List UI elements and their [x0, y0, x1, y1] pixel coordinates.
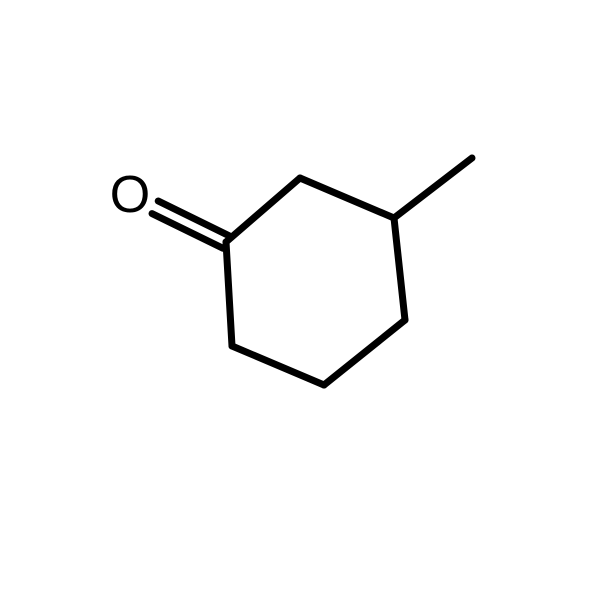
bond	[300, 178, 394, 218]
bond	[226, 178, 300, 242]
atom-label-o: O	[110, 166, 150, 224]
bond	[394, 218, 405, 320]
bond	[226, 242, 232, 346]
molecule-diagram: O	[0, 0, 600, 600]
bond	[324, 320, 405, 385]
bond	[232, 346, 324, 385]
bond	[394, 158, 472, 218]
